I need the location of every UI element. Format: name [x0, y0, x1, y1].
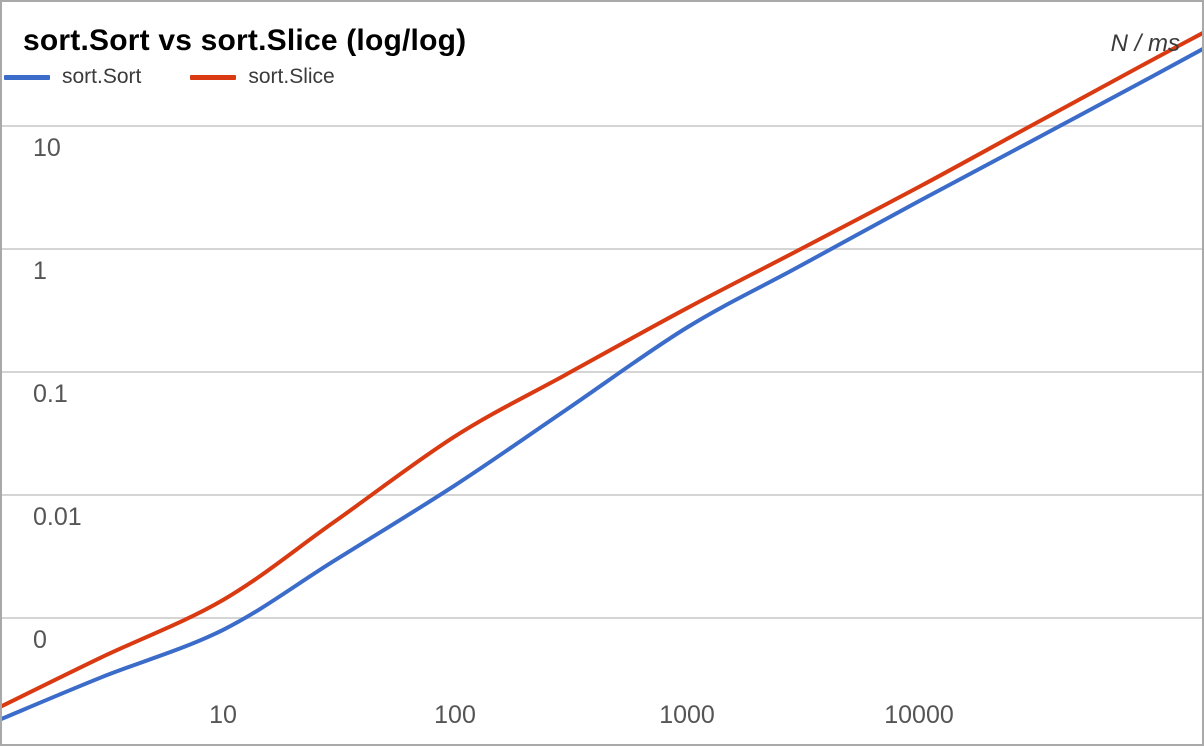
y-tick-label-0: 0	[33, 626, 47, 654]
y-tick-label-1: 1	[33, 257, 47, 285]
series-line-sort-slice	[2, 31, 1202, 709]
legend-item-sort-slice: sort.Slice	[190, 65, 335, 89]
y-tick-label-0-1: 0.1	[33, 380, 68, 408]
chart-title: sort.Sort vs sort.Slice (log/log)	[23, 24, 467, 57]
x-tick-label-100: 100	[434, 701, 476, 729]
series-line-sort-sort	[2, 47, 1202, 721]
y-tick-label-10: 10	[33, 134, 61, 162]
y-tick-label-0-01: 0.01	[33, 503, 82, 531]
x-tick-label-10: 10	[209, 701, 237, 729]
legend-swatch-sort-slice-icon	[190, 74, 237, 80]
legend-swatch-sort-sort-icon	[4, 74, 50, 80]
legend-item-sort-sort: sort.Sort	[4, 65, 141, 89]
legend-label-sort-slice: sort.Slice	[248, 65, 335, 88]
legend-label-sort-sort: sort.Sort	[62, 65, 142, 88]
x-tick-label-10000: 10000	[884, 701, 954, 729]
x-tick-label-1000: 1000	[659, 701, 715, 729]
axis-units-label: N / ms	[1110, 30, 1180, 57]
legend: sort.Sort sort.Slice	[4, 64, 335, 90]
